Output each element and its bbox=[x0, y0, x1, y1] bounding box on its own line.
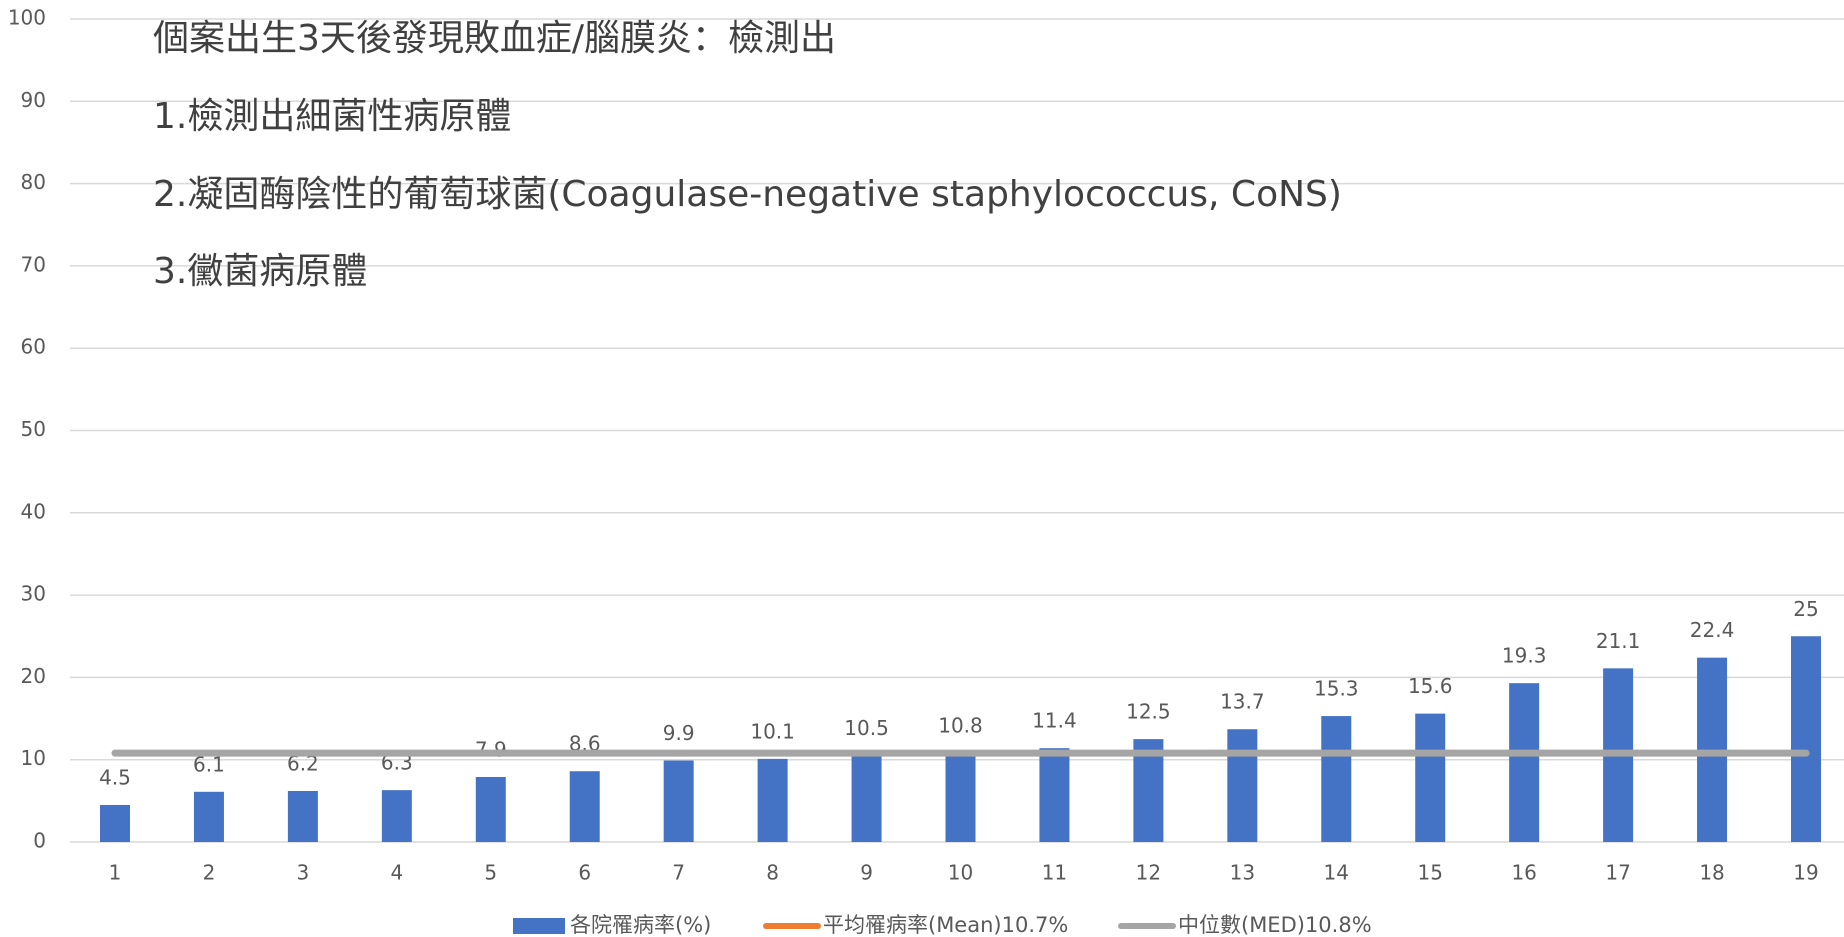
bar bbox=[193, 791, 224, 842]
x-tick-label: 16 bbox=[1511, 861, 1536, 885]
data-label: 7.9 bbox=[475, 737, 507, 761]
x-tick-label: 6 bbox=[578, 861, 591, 885]
bar bbox=[945, 753, 976, 842]
x-tick-label: 15 bbox=[1417, 861, 1442, 885]
data-label: 22.4 bbox=[1690, 618, 1735, 642]
y-tick-label: 70 bbox=[21, 252, 46, 276]
bar bbox=[1415, 713, 1446, 842]
annotation: 3.黴菌病原體 bbox=[153, 251, 367, 292]
legend-label: 中位數(MED)10.8% bbox=[1178, 913, 1372, 937]
x-tick-label: 4 bbox=[390, 861, 403, 885]
bar bbox=[1509, 683, 1540, 842]
data-label: 12.5 bbox=[1126, 700, 1171, 724]
x-tick-label: 7 bbox=[672, 861, 685, 885]
y-tick-label: 80 bbox=[21, 170, 46, 194]
x-tick-label: 12 bbox=[1136, 861, 1161, 885]
x-tick-label: 8 bbox=[766, 861, 779, 885]
x-tick-label: 17 bbox=[1605, 861, 1630, 885]
legend-label: 各院罹病率(%) bbox=[570, 913, 711, 937]
data-label: 13.7 bbox=[1220, 690, 1265, 714]
x-tick-label: 13 bbox=[1230, 861, 1255, 885]
bar bbox=[1227, 729, 1258, 842]
bar bbox=[569, 771, 600, 842]
y-tick-label: 100 bbox=[8, 6, 46, 30]
bar bbox=[287, 790, 318, 842]
data-label: 10.8 bbox=[938, 714, 983, 738]
x-tick-label: 1 bbox=[109, 861, 122, 885]
bar bbox=[663, 760, 694, 842]
y-tick-label: 50 bbox=[21, 417, 46, 441]
y-tick-label: 20 bbox=[21, 664, 46, 688]
data-label: 10.1 bbox=[750, 719, 795, 743]
y-tick-label: 0 bbox=[33, 829, 46, 853]
data-label: 4.5 bbox=[99, 765, 131, 789]
x-tick-label: 10 bbox=[948, 861, 973, 885]
data-label: 9.9 bbox=[663, 721, 695, 745]
bar bbox=[1321, 716, 1352, 842]
data-label: 15.6 bbox=[1408, 674, 1453, 698]
y-tick-label: 10 bbox=[21, 746, 46, 770]
x-tick-label: 9 bbox=[860, 861, 873, 885]
x-tick-label: 2 bbox=[203, 861, 216, 885]
bar bbox=[100, 804, 130, 842]
x-tick-label: 19 bbox=[1793, 861, 1818, 885]
bar bbox=[1791, 636, 1821, 842]
bar bbox=[475, 776, 506, 842]
annotation: 1.檢測出細菌性病原體 bbox=[153, 96, 511, 137]
x-tick-label: 14 bbox=[1324, 861, 1349, 885]
bar bbox=[1039, 748, 1070, 842]
bar bbox=[851, 755, 882, 842]
annotation: 2.凝固酶陰性的葡萄球菌(Coagulase-negative staphylo… bbox=[153, 174, 1342, 215]
x-tick-label: 5 bbox=[484, 861, 497, 885]
data-label: 19.3 bbox=[1502, 644, 1547, 668]
bar bbox=[381, 790, 412, 842]
x-tick-label: 11 bbox=[1042, 861, 1067, 885]
bar bbox=[757, 758, 788, 842]
legend-swatch bbox=[513, 918, 565, 934]
x-tick-label: 3 bbox=[297, 861, 310, 885]
data-label: 10.5 bbox=[844, 716, 889, 740]
annotation: 個案出生3天後發現敗血症/腦膜炎：檢測出 bbox=[153, 18, 836, 59]
data-label: 25 bbox=[1793, 597, 1818, 621]
data-label: 21.1 bbox=[1596, 629, 1641, 653]
x-tick-label: 18 bbox=[1699, 861, 1724, 885]
y-tick-label: 90 bbox=[21, 88, 46, 112]
y-tick-label: 30 bbox=[21, 582, 46, 606]
legend-label: 平均罹病率(Mean)10.7% bbox=[823, 913, 1068, 937]
y-tick-label: 60 bbox=[21, 335, 46, 359]
data-label: 11.4 bbox=[1032, 709, 1077, 733]
data-label: 15.3 bbox=[1314, 677, 1359, 701]
y-tick-label: 40 bbox=[21, 499, 46, 523]
